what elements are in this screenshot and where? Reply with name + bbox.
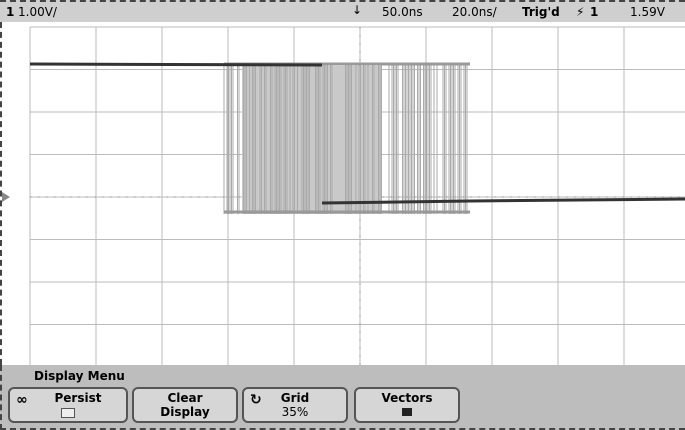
waveform-area (0, 22, 685, 368)
clear-display-button[interactable]: Clear Display (132, 387, 238, 423)
trigger-marker: ↓ (352, 3, 363, 17)
menu-title: Display Menu (34, 369, 125, 383)
indicator (402, 408, 412, 416)
grid-button[interactable]: ↻ Grid 35% (242, 387, 348, 423)
trigger-level: 1.59V (630, 5, 665, 19)
trigger-state: Trig'd (522, 5, 560, 19)
button-label: Clear Display (160, 391, 210, 419)
channel: 1 (6, 5, 15, 19)
persist-button[interactable]: ∞ Persist (8, 387, 128, 423)
button-label: Grid (280, 391, 310, 405)
indicator (61, 408, 75, 418)
delay: 50.0ns (382, 5, 423, 19)
persist-icon: ∞ (16, 392, 28, 408)
timebase: 20.0ns/ (452, 5, 497, 19)
vertical-scale: 1.00V/ (18, 5, 57, 19)
softkey-menu: Display Menu ∞ Persist Clear Display ↻ G… (0, 365, 685, 430)
trigger-source: 1 (590, 5, 599, 19)
graticule (2, 26, 685, 368)
trigger-edge: ⚡ (576, 5, 585, 19)
button-label: Vectors (381, 391, 433, 405)
trace (29, 62, 323, 67)
grid-value: 35% (281, 405, 309, 419)
knob-icon: ↻ (250, 392, 262, 408)
status-bar: 1 1.00V/ ↓ 50.0ns 20.0ns/ Trig'd ⚡ 1 1.5… (0, 0, 685, 22)
vectors-button[interactable]: Vectors (354, 387, 460, 423)
button-label: Persist (54, 391, 102, 405)
ground-marker (2, 192, 10, 202)
trace (321, 197, 685, 205)
